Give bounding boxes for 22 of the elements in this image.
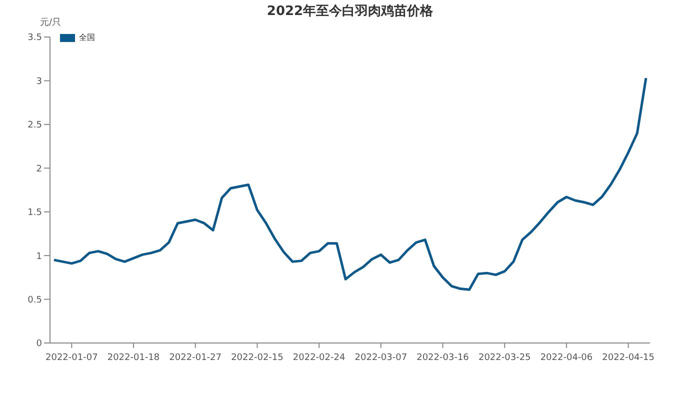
chart-title: 2022年至今白羽肉鸡苗价格 <box>266 4 434 19</box>
y-tick-label: 0.5 <box>28 295 42 306</box>
y-tick-label: 3 <box>36 76 42 87</box>
x-tick-label: 2022-04-15 <box>602 353 654 363</box>
x-tick-label: 2022-03-16 <box>416 353 470 363</box>
x-tick-label: 2022-01-18 <box>107 353 160 363</box>
y-tick-label: 2.5 <box>28 120 42 131</box>
y-tick-label: 2 <box>36 164 42 174</box>
y-tick-label: 0 <box>36 339 42 350</box>
line-series <box>52 76 648 291</box>
x-tick-label: 2022-04-06 <box>540 353 593 363</box>
legend-label: 全国 <box>78 32 95 43</box>
y-tick-label: 1 <box>36 252 42 262</box>
x-tick-label: 2022-02-24 <box>292 353 346 363</box>
x-tick-label: 2022-02-15 <box>231 353 284 363</box>
x-tick-label: 2022-03-07 <box>354 353 408 363</box>
y-axis-title: 元/只 <box>40 16 62 29</box>
y-tick-label: 1.5 <box>28 208 42 218</box>
x-tick-label: 2022-01-07 <box>46 353 98 363</box>
y-tick-label: 3.5 <box>28 33 42 44</box>
x-tick-label: 2022-03-25 <box>478 353 531 363</box>
x-tick-label: 2022-01-27 <box>169 353 222 363</box>
